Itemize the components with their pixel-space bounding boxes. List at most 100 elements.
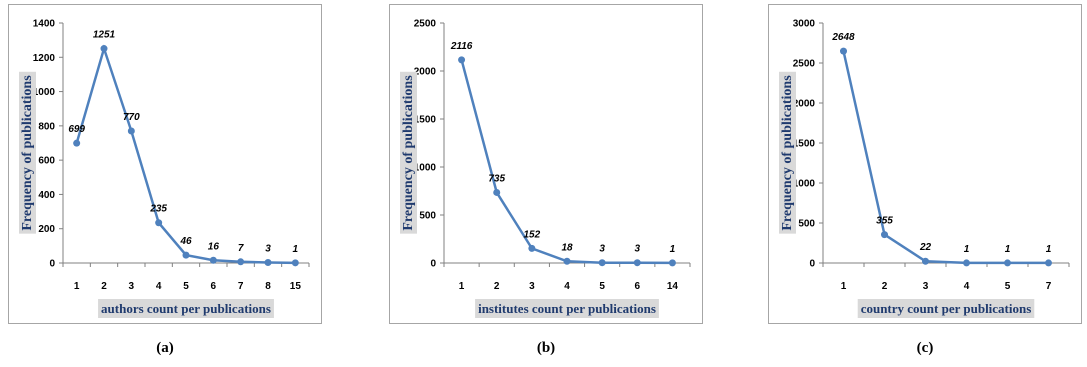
chart-panel-a: 0 200 400 600 800 1000 1200 1400 1 2 3 4 5 6 7 8 15 699 12… bbox=[8, 4, 322, 324]
data-label: 1251 bbox=[93, 30, 116, 41]
y-axis-title-background bbox=[400, 71, 417, 234]
x-tick-label: 2 bbox=[101, 281, 107, 292]
chart-b: 0 500 1000 1500 2000 2500 1 2 3 4 5 6 14 2116 735 152 18… bbox=[400, 19, 691, 318]
x-tick-label: 5 bbox=[183, 281, 189, 292]
y-axis-title-group: Frequency of publications bbox=[779, 71, 796, 234]
x-axis-title: country count per publications bbox=[861, 301, 1032, 316]
y-tick-label: 400 bbox=[38, 190, 55, 201]
data-point bbox=[922, 257, 929, 265]
y-tick-label: 1000 bbox=[33, 87, 56, 98]
data-point bbox=[100, 45, 108, 53]
data-point bbox=[127, 127, 135, 135]
y-tick-label: 0 bbox=[49, 259, 55, 270]
chart-panel-c: 0 500 1000 1500 2000 2500 3000 1 2 3 4 5 7 2648 355 22 1… bbox=[768, 4, 1082, 324]
series-line bbox=[75, 44, 296, 265]
x-axis-title-background bbox=[98, 299, 274, 318]
x-axis-title: institutes count per publications bbox=[478, 301, 656, 316]
y-tick-label: 800 bbox=[38, 121, 55, 132]
data-label: 3 bbox=[635, 244, 641, 255]
x-tick-label: 1 bbox=[841, 281, 847, 292]
y-tick-label: 1500 bbox=[793, 139, 816, 150]
x-tick-label: 2 bbox=[494, 281, 500, 292]
y-tick-label: 2500 bbox=[414, 19, 437, 30]
y-tick-label: 0 bbox=[430, 259, 436, 270]
x-tick-label: 1 bbox=[74, 281, 80, 292]
caption-b: (b) bbox=[536, 340, 556, 356]
y-tick-label: 1000 bbox=[793, 179, 816, 190]
x-tick-label: 2 bbox=[882, 281, 888, 292]
data-point bbox=[264, 258, 272, 266]
y-axis-title-group: Frequency of publications bbox=[19, 71, 36, 234]
data-label: 16 bbox=[208, 241, 220, 252]
data-label: 699 bbox=[68, 124, 85, 135]
data-point bbox=[1004, 259, 1011, 267]
x-tick-label: 3 bbox=[923, 281, 929, 292]
data-point bbox=[563, 257, 571, 265]
x-tick-label: 7 bbox=[238, 281, 244, 292]
y-tick-label: 600 bbox=[38, 156, 55, 167]
data-point bbox=[881, 231, 888, 239]
y-tick-label: 1200 bbox=[33, 53, 56, 64]
data-label: 3 bbox=[265, 243, 271, 254]
data-point bbox=[963, 259, 970, 267]
x-tick-label: 6 bbox=[635, 281, 641, 292]
chart-c: 0 500 1000 1500 2000 2500 3000 1 2 3 4 5 7 2648 355 22 1… bbox=[779, 19, 1070, 318]
data-point bbox=[291, 259, 299, 267]
chart-panel-b: 0 500 1000 1500 2000 2500 1 2 3 4 5 6 14 2116 735 152 18… bbox=[389, 4, 703, 324]
y-tick-label: 500 bbox=[798, 219, 815, 230]
data-label: 355 bbox=[876, 216, 893, 227]
data-label: 2116 bbox=[450, 41, 473, 52]
y-axis-title-background bbox=[779, 71, 796, 234]
data-label: 1 bbox=[670, 244, 676, 255]
y-tick-label: 1000 bbox=[414, 163, 437, 174]
data-label: 46 bbox=[179, 236, 192, 247]
x-tick-label: 4 bbox=[156, 281, 162, 292]
data-label: 3 bbox=[599, 244, 605, 255]
x-tick-label: 15 bbox=[290, 281, 302, 292]
caption-c: (c) bbox=[916, 340, 934, 356]
x-tick-label: 5 bbox=[1005, 281, 1011, 292]
data-point bbox=[528, 244, 536, 252]
data-point bbox=[1045, 259, 1052, 267]
data-label: 7 bbox=[238, 243, 244, 254]
data-label: 2648 bbox=[831, 32, 855, 43]
x-tick-label: 3 bbox=[129, 281, 135, 292]
y-tick-label: 0 bbox=[809, 259, 815, 270]
data-label: 1 bbox=[964, 244, 970, 255]
data-label: 1 bbox=[1005, 244, 1011, 255]
x-axis-title-background bbox=[857, 299, 1035, 318]
data-label: 1 bbox=[1046, 244, 1052, 255]
y-axis-title-group: Frequency of publications bbox=[400, 71, 417, 234]
data-point bbox=[493, 188, 501, 196]
x-tick-label: 1 bbox=[459, 281, 465, 292]
y-axis-title: Frequency of publications bbox=[780, 75, 795, 231]
data-point bbox=[840, 47, 847, 55]
data-point bbox=[155, 219, 163, 227]
data-point bbox=[73, 139, 81, 147]
x-tick-label: 6 bbox=[211, 281, 217, 292]
x-tick-label: 8 bbox=[265, 281, 271, 292]
data-label: 770 bbox=[123, 112, 140, 123]
caption-a: (a) bbox=[156, 340, 174, 356]
y-axis-title: Frequency of publications bbox=[20, 75, 35, 231]
x-axis-title-background bbox=[475, 299, 659, 318]
y-tick-label: 500 bbox=[419, 211, 436, 222]
data-label: 235 bbox=[149, 204, 167, 215]
x-tick-label: 4 bbox=[564, 281, 570, 292]
data-label: 22 bbox=[919, 242, 932, 253]
series-line bbox=[842, 50, 1049, 265]
data-label: 1 bbox=[293, 244, 299, 255]
y-tick-label: 1500 bbox=[414, 115, 437, 126]
data-label: 18 bbox=[561, 242, 573, 253]
y-axis-title-background bbox=[19, 71, 36, 234]
data-point bbox=[633, 259, 641, 267]
x-axis-title: authors count per publications bbox=[101, 301, 271, 316]
data-point bbox=[458, 56, 466, 64]
data-point bbox=[209, 256, 217, 264]
x-tick-label: 3 bbox=[529, 281, 535, 292]
x-tick-label: 4 bbox=[964, 281, 970, 292]
y-tick-label: 200 bbox=[38, 224, 55, 235]
data-point bbox=[598, 259, 606, 267]
data-label: 152 bbox=[524, 229, 541, 240]
